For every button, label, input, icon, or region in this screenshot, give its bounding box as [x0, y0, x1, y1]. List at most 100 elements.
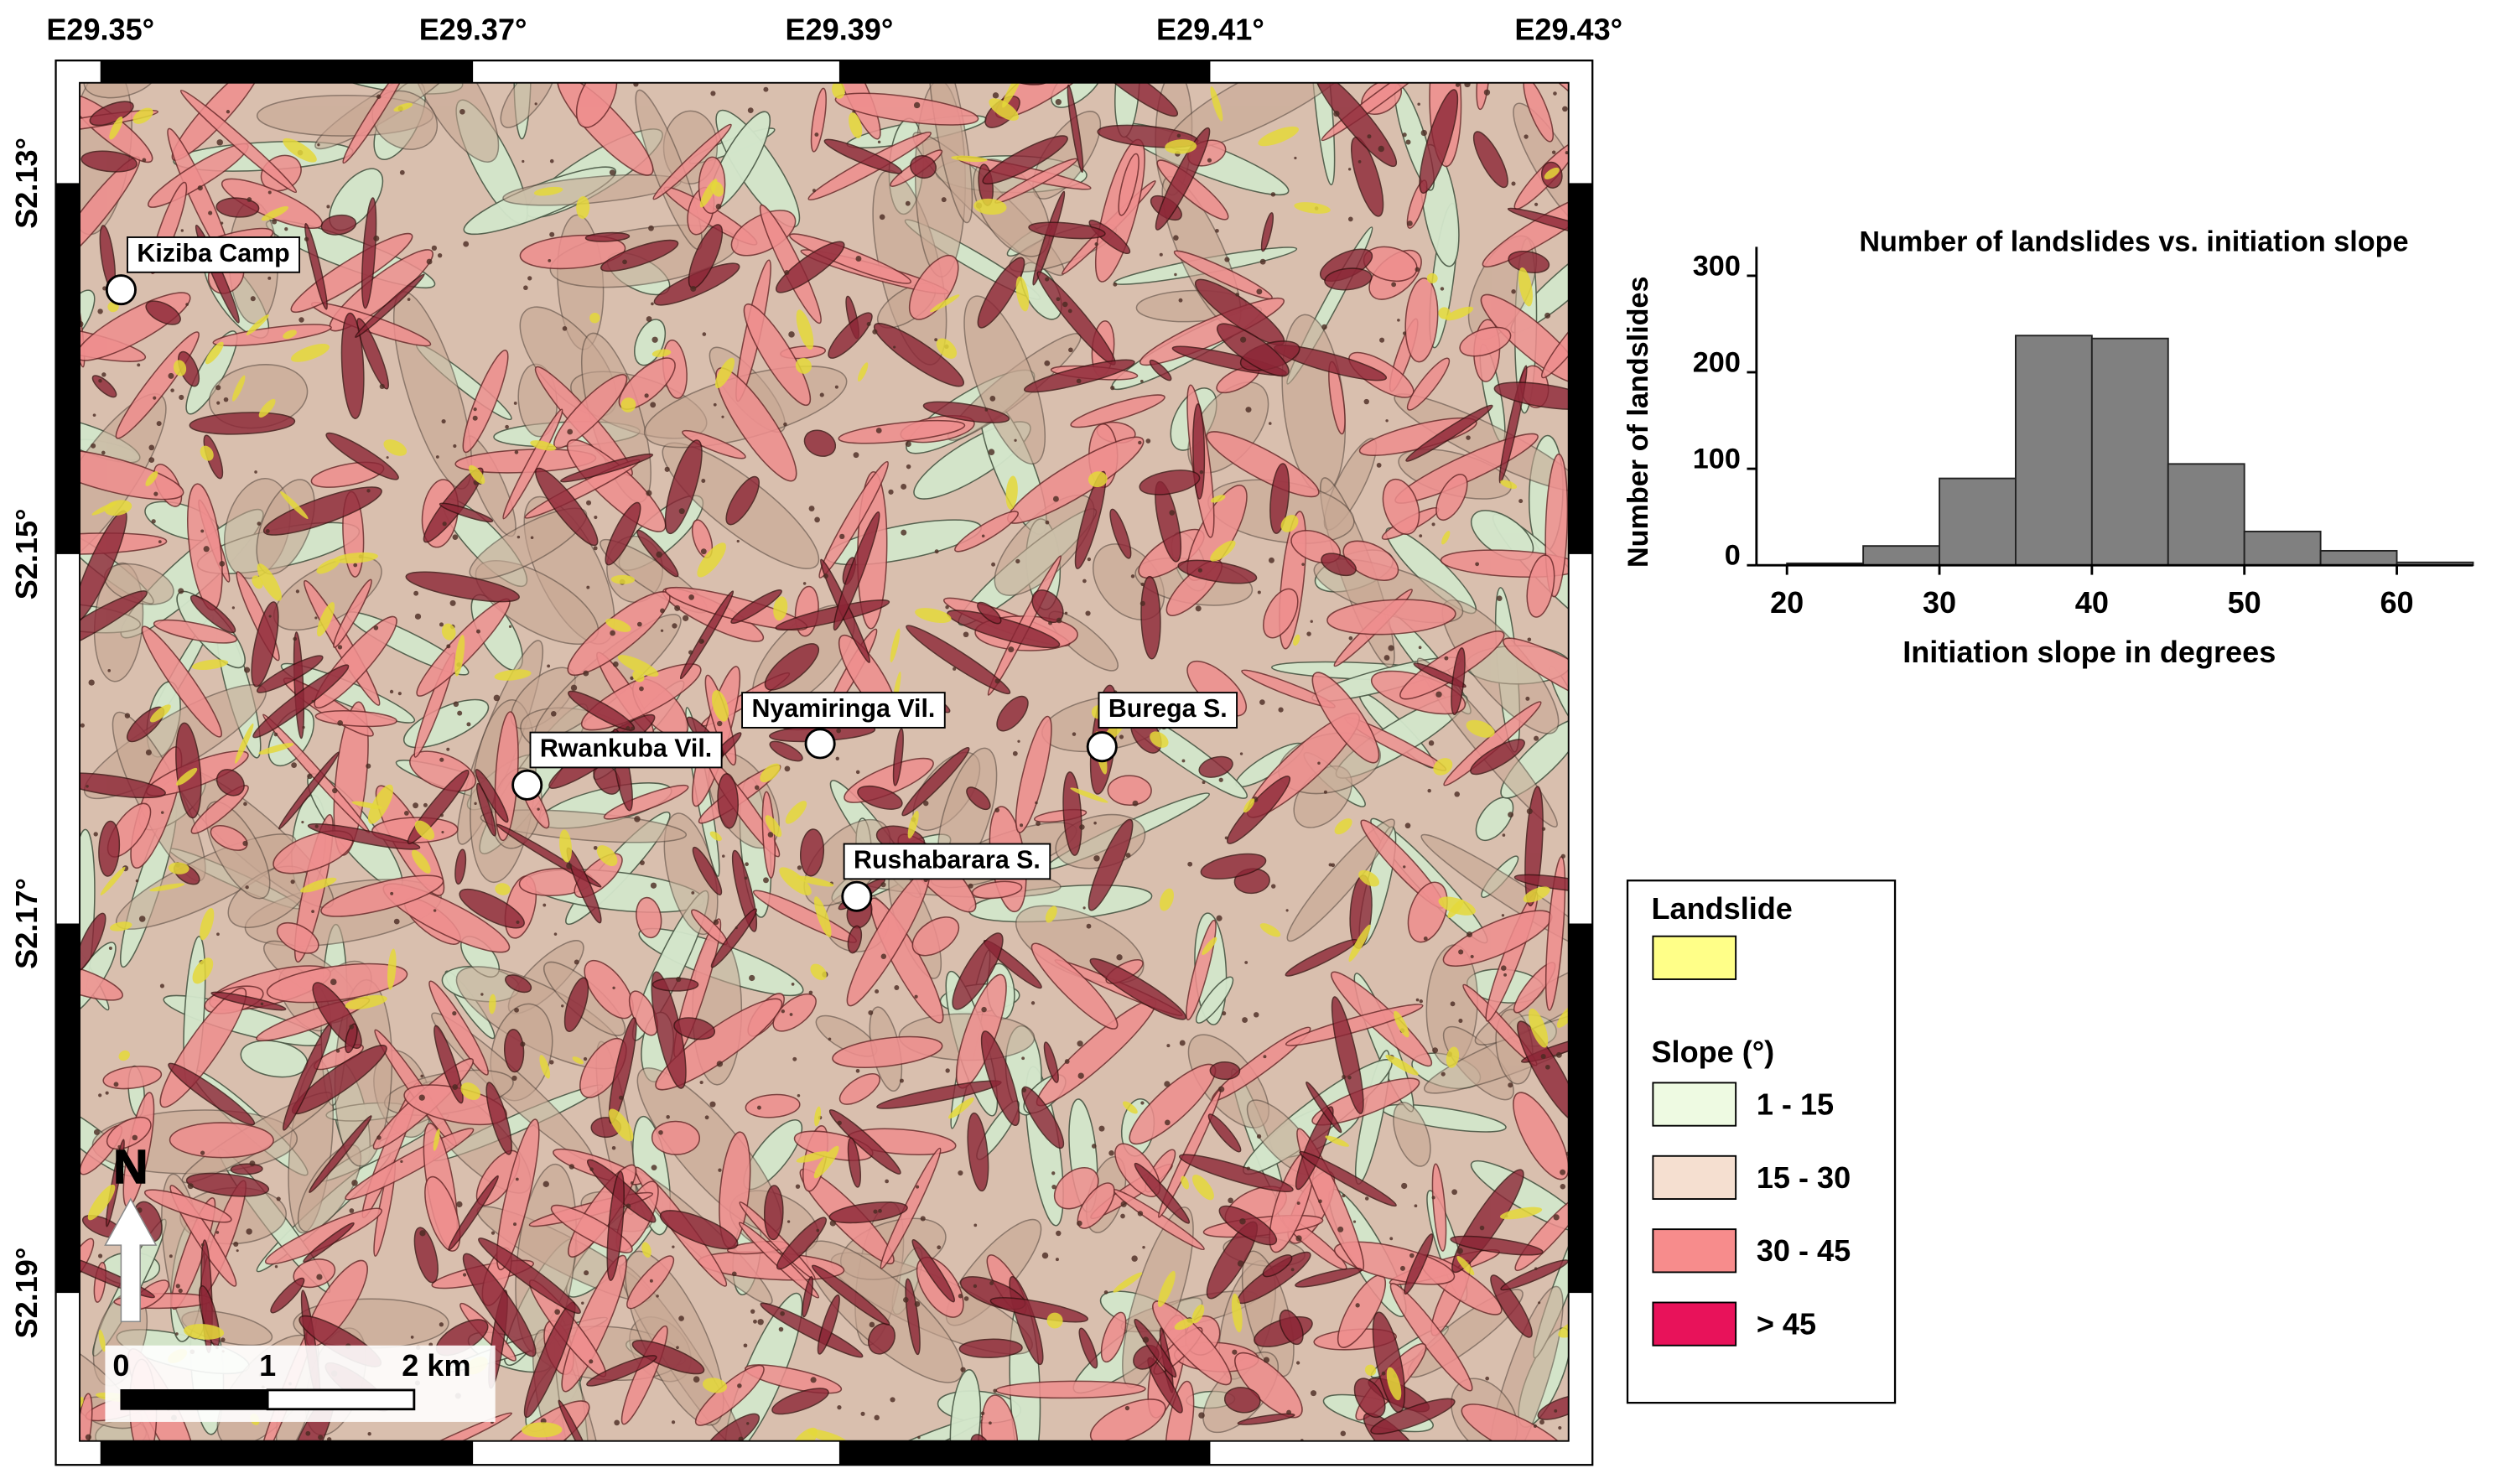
terrain-dot	[639, 686, 644, 692]
terrain-dot	[311, 910, 314, 913]
terrain-dot	[1021, 1087, 1027, 1092]
place-label: Kiziba Camp	[137, 239, 289, 267]
terrain-dot	[1082, 906, 1086, 910]
terrain-dot	[1419, 999, 1423, 1004]
terrain-patch	[1088, 818, 1134, 911]
terrain-dot	[520, 1041, 526, 1047]
terrain-patch	[1540, 304, 1569, 379]
terrain-patch	[949, 1369, 982, 1441]
terrain-dot	[1259, 258, 1266, 265]
terrain-patch	[1419, 89, 1459, 194]
terrain-dot	[1199, 470, 1204, 475]
terrain-dot	[678, 508, 685, 515]
terrain-dot	[1235, 293, 1239, 297]
terrain-dot	[757, 1319, 764, 1326]
terrain-dot	[1139, 600, 1145, 606]
terrain-dot	[307, 773, 313, 780]
terrain-dot	[298, 317, 304, 323]
terrain-patch	[184, 1324, 225, 1340]
terrain-patch	[796, 1151, 829, 1163]
frame-bar	[100, 1440, 474, 1466]
terrain-patch	[600, 239, 679, 272]
map-frame	[55, 60, 1594, 1466]
terrain-patch	[1134, 1162, 1191, 1224]
terrain-patch	[143, 1189, 232, 1223]
terrain-patch	[1406, 357, 1451, 411]
terrain-dot	[890, 1397, 895, 1403]
terrain-dot	[731, 1271, 737, 1277]
terrain-patch	[424, 1175, 461, 1252]
latitude-label: S2.13°	[9, 138, 44, 229]
terrain-dot	[568, 1164, 574, 1170]
terrain-patch	[1513, 874, 1569, 893]
terrain-patch	[1100, 1311, 1127, 1363]
terrain-patch	[1043, 1041, 1059, 1083]
terrain-dot	[973, 1223, 978, 1227]
terrain-dot	[1295, 1361, 1300, 1365]
terrain-patch	[98, 820, 121, 877]
terrain-patch	[1005, 475, 1018, 510]
terrain-dot	[1035, 801, 1038, 805]
terrain-dot	[226, 110, 231, 114]
terrain-patch	[1211, 495, 1226, 503]
terrain-dot	[905, 200, 911, 206]
terrain-dot	[330, 978, 337, 986]
terrain-dot	[1142, 1336, 1150, 1343]
longitude-label: E29.39°	[786, 13, 894, 47]
terrain-patch	[1237, 1413, 1295, 1425]
terrain-dot	[636, 621, 642, 627]
terrain-dot	[835, 756, 839, 761]
terrain-dot	[1056, 297, 1061, 302]
terrain-dot	[968, 883, 973, 889]
terrain-patch	[803, 429, 837, 457]
terrain-patch	[823, 138, 903, 174]
terrain-patch	[258, 743, 294, 755]
terrain-dot	[788, 331, 795, 338]
terrain-dot	[923, 800, 929, 807]
terrain-patch	[1263, 588, 1299, 639]
terrain-dot	[880, 882, 886, 888]
terrain-patch	[605, 501, 641, 566]
terrain-dot	[160, 811, 164, 814]
terrain-patch	[1314, 82, 1398, 168]
terrain-patch	[351, 801, 383, 809]
terrain-dot	[1454, 791, 1461, 797]
terrain-patch	[764, 643, 820, 691]
terrain-dot	[814, 132, 819, 138]
terrain-dot	[1091, 1144, 1097, 1149]
terrain-dot	[80, 320, 84, 328]
terrain-dot	[1485, 1376, 1490, 1381]
terrain-dot	[314, 824, 319, 828]
terrain-dot	[906, 464, 911, 470]
terrain-dot	[1254, 1012, 1259, 1018]
terrain-patch	[231, 375, 246, 402]
terrain-dot	[963, 631, 969, 638]
longitude-label: E29.35°	[46, 13, 154, 47]
terrain-patch	[1285, 938, 1358, 977]
terrain-patch	[149, 704, 171, 723]
terrain-dot	[1450, 1001, 1456, 1007]
terrain-patch	[494, 669, 532, 681]
terrain-dot	[159, 983, 165, 988]
terrain-dot	[463, 241, 470, 247]
scale-bar-white	[266, 1388, 416, 1411]
terrain-dot	[414, 613, 422, 620]
terrain-dot	[901, 529, 907, 536]
terrain-dot	[646, 490, 652, 496]
terrain-patch	[191, 659, 229, 670]
terrain-patch	[1450, 1235, 1544, 1256]
terrain-dot	[216, 932, 220, 937]
terrain-dot	[664, 466, 670, 472]
terrain-dot	[1342, 1194, 1346, 1198]
terrain-patch	[1259, 923, 1281, 937]
terrain-dot	[1120, 1213, 1125, 1219]
terrain-patch	[485, 1082, 512, 1155]
terrain-patch	[345, 995, 387, 1009]
terrain-patch	[977, 257, 1025, 329]
terrain-dot	[142, 158, 147, 163]
terrain-dot	[242, 840, 248, 846]
terrain-dot	[1378, 145, 1384, 153]
terrain-patch	[1191, 1304, 1205, 1324]
terrain-patch	[1195, 976, 1234, 1024]
terrain-dot	[1358, 159, 1362, 163]
